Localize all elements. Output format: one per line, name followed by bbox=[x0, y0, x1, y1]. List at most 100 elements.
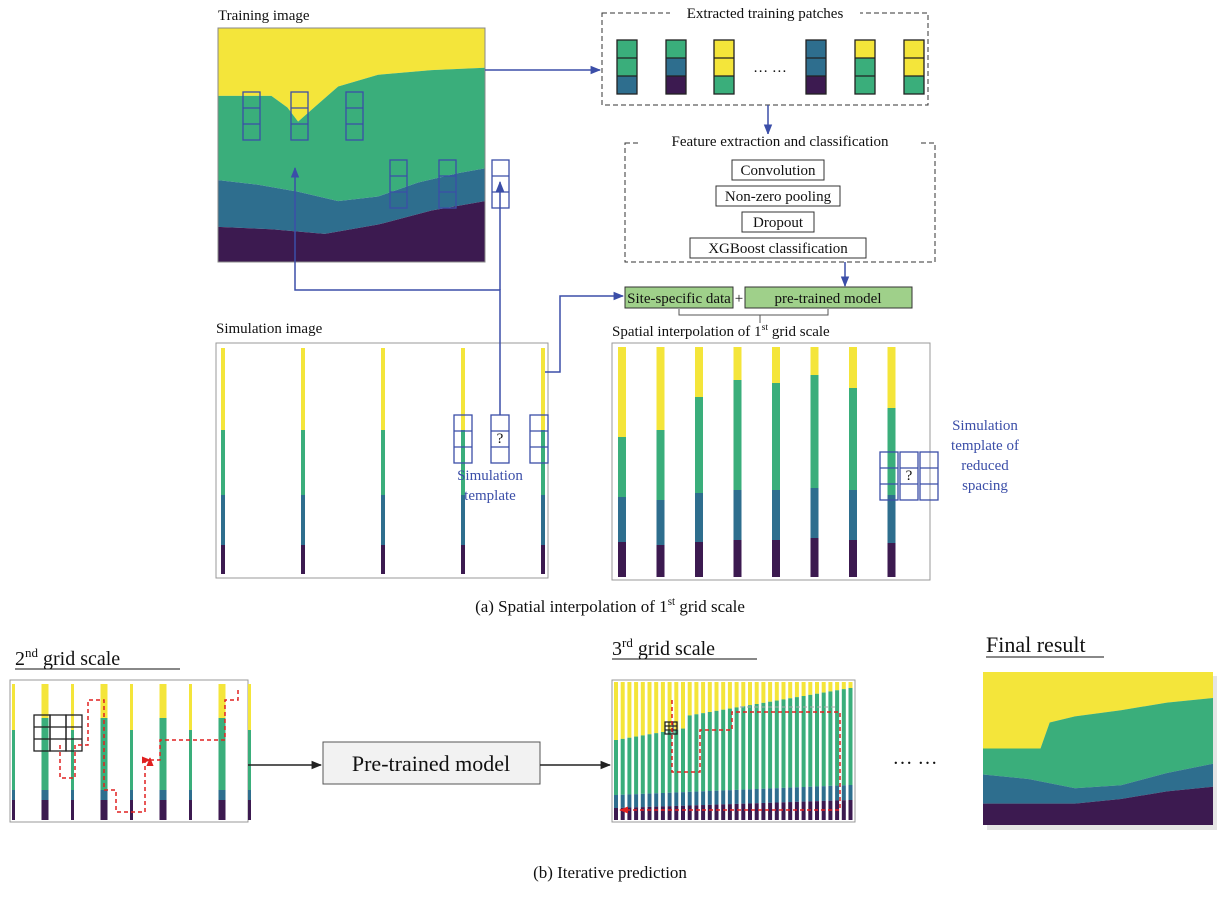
column-purple bbox=[618, 542, 626, 577]
column-purple bbox=[802, 802, 806, 820]
column-purple bbox=[681, 806, 685, 820]
column-green bbox=[808, 695, 812, 787]
column-purple bbox=[189, 800, 192, 820]
column-teal bbox=[621, 795, 625, 808]
column-yellow bbox=[788, 682, 792, 698]
column-yellow bbox=[618, 347, 626, 437]
column-purple bbox=[381, 545, 385, 574]
label: Dropout bbox=[753, 215, 804, 231]
label: (a) Spatial interpolation of 1st grid sc… bbox=[475, 596, 745, 616]
column-green bbox=[748, 705, 752, 789]
column-purple bbox=[71, 800, 74, 820]
column-purple bbox=[795, 802, 799, 820]
column-yellow bbox=[681, 682, 685, 729]
column-purple bbox=[661, 806, 665, 820]
column-purple bbox=[849, 540, 857, 577]
patch-cell bbox=[904, 76, 924, 94]
column-green bbox=[668, 731, 672, 793]
column-teal bbox=[888, 495, 896, 543]
column-teal bbox=[614, 795, 618, 808]
column-yellow bbox=[802, 682, 806, 696]
column-purple bbox=[541, 545, 545, 574]
column-green bbox=[654, 733, 658, 793]
column-teal bbox=[42, 790, 49, 800]
column-green bbox=[681, 729, 685, 793]
column-green bbox=[42, 718, 49, 790]
column-green bbox=[735, 707, 739, 789]
column-purple bbox=[728, 804, 732, 820]
column-purple bbox=[748, 803, 752, 820]
label: reduced bbox=[961, 458, 1009, 474]
column-green bbox=[815, 694, 819, 787]
column-teal bbox=[657, 500, 665, 545]
column-yellow bbox=[621, 682, 625, 739]
column-yellow bbox=[849, 682, 853, 688]
column-yellow bbox=[888, 347, 896, 408]
column-green bbox=[248, 730, 251, 790]
column-teal bbox=[802, 787, 806, 802]
label: (b) Iterative prediction bbox=[533, 863, 687, 882]
patches-frame bbox=[602, 13, 928, 105]
patch-cell bbox=[617, 58, 637, 76]
figure: Training imageExtracted training patches… bbox=[0, 0, 1221, 916]
column-green bbox=[648, 734, 652, 793]
patch-cell bbox=[855, 76, 875, 94]
column-purple bbox=[761, 803, 765, 820]
label: + bbox=[735, 291, 743, 307]
column-teal bbox=[634, 794, 638, 807]
column-purple bbox=[674, 806, 678, 820]
column-green bbox=[715, 711, 719, 791]
column-yellow bbox=[715, 682, 719, 711]
column-yellow bbox=[835, 682, 839, 690]
column-yellow bbox=[668, 682, 672, 731]
column-teal bbox=[708, 791, 712, 805]
label: template bbox=[464, 488, 516, 504]
column-yellow bbox=[160, 684, 167, 718]
column-teal bbox=[219, 790, 226, 800]
column-green bbox=[849, 688, 853, 785]
column-yellow bbox=[772, 347, 780, 383]
column-green bbox=[641, 735, 645, 793]
label-sup: st bbox=[668, 596, 675, 608]
column-yellow bbox=[248, 684, 251, 730]
column-purple bbox=[668, 806, 672, 820]
column-green bbox=[811, 375, 819, 488]
column-green bbox=[634, 737, 638, 795]
column-purple bbox=[721, 804, 725, 820]
column-teal bbox=[795, 787, 799, 802]
column-yellow bbox=[735, 682, 739, 707]
column-yellow bbox=[811, 347, 819, 375]
column-yellow bbox=[130, 684, 133, 730]
column-purple bbox=[694, 805, 698, 820]
column-yellow bbox=[755, 682, 759, 704]
column-green bbox=[657, 430, 665, 500]
column-teal bbox=[160, 790, 167, 800]
column-green bbox=[721, 710, 725, 791]
column-yellow bbox=[627, 682, 631, 738]
column-teal bbox=[381, 495, 385, 545]
column-yellow bbox=[614, 682, 618, 740]
column-purple bbox=[741, 804, 745, 820]
column-green bbox=[795, 697, 799, 787]
label-tail: grid scale bbox=[675, 597, 745, 616]
column-purple bbox=[42, 800, 49, 820]
column-yellow bbox=[708, 682, 712, 712]
patch-cell bbox=[666, 76, 686, 94]
column-teal bbox=[12, 790, 15, 800]
patch-cell bbox=[806, 40, 826, 58]
column-teal bbox=[130, 790, 133, 800]
column-teal bbox=[71, 790, 74, 800]
column-yellow bbox=[657, 347, 665, 430]
column-green bbox=[741, 706, 745, 789]
column-yellow bbox=[748, 682, 752, 705]
column-purple bbox=[221, 545, 225, 574]
column-yellow bbox=[734, 347, 742, 380]
label-text: 3 bbox=[612, 638, 622, 660]
column-teal bbox=[815, 786, 819, 801]
column-purple bbox=[301, 545, 305, 574]
column-green bbox=[618, 437, 626, 497]
column-green bbox=[842, 689, 846, 785]
column-purple bbox=[657, 545, 665, 577]
column-teal bbox=[101, 790, 108, 800]
column-yellow bbox=[42, 684, 49, 718]
